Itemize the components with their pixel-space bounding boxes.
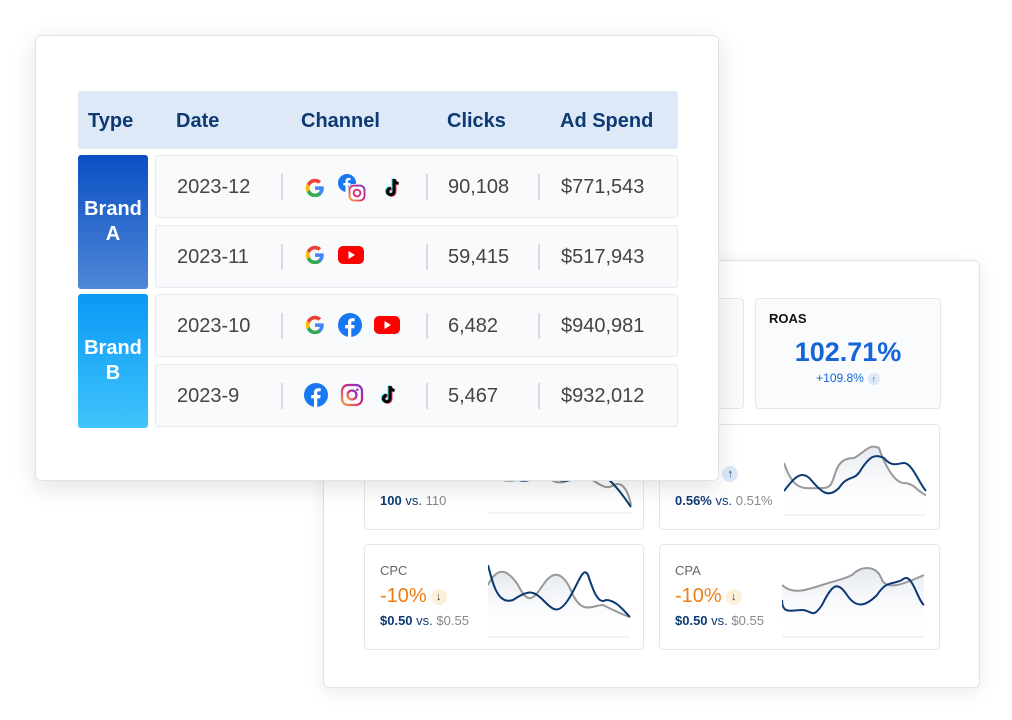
column-divider xyxy=(426,174,428,200)
column-divider xyxy=(426,383,428,409)
cpc-sparkline xyxy=(488,565,631,638)
cpa-value: -10% ↓ xyxy=(675,585,742,608)
column-divider xyxy=(426,244,428,270)
cpc-value: -10% ↓ xyxy=(380,585,447,608)
ad-performance-table-panel: Type Date Channel Clicks Ad Spend Brand A… xyxy=(35,35,719,481)
instagram-icon xyxy=(340,383,364,407)
table-row[interactable]: 2023-11 59,415 $517,943 xyxy=(155,225,678,288)
ad-spend-cell: $940,981 xyxy=(561,315,645,337)
date-cell: 2023-9 xyxy=(177,385,240,407)
column-divider xyxy=(538,174,540,200)
cpa-compare: $0.50 vs. $0.55 xyxy=(675,613,764,628)
arrow-up-icon: ↑ xyxy=(722,465,739,482)
column-divider xyxy=(538,313,540,339)
cpa-card: CPA -10% ↓ $0.50 vs. $0.55 xyxy=(659,544,940,650)
header-clicks: Clicks xyxy=(447,110,506,132)
table-row[interactable]: 2023-9 5,467 $932,012 xyxy=(155,364,678,427)
metric-left-compare: 100 vs. 110 xyxy=(380,493,447,508)
arrow-down-icon: ↓ xyxy=(430,588,447,605)
table-row[interactable]: 2023-12 90,108 $771,543 xyxy=(155,155,678,218)
facebook-icon xyxy=(304,383,328,407)
clicks-cell: 90,108 xyxy=(448,176,510,198)
youtube-icon xyxy=(374,316,400,334)
header-ad-spend: Ad Spend xyxy=(560,110,654,132)
cpa-sparkline xyxy=(782,567,925,638)
table-header: Type Date Channel Clicks Ad Spend xyxy=(78,91,678,149)
clicks-cell: 6,482 xyxy=(448,315,499,337)
roas-change: +109.8% ↑ xyxy=(756,371,940,385)
channel-icons xyxy=(304,174,404,202)
cpa-label: CPA xyxy=(675,563,701,578)
column-divider xyxy=(281,174,283,200)
channel-icons xyxy=(304,313,400,337)
column-divider xyxy=(538,244,540,270)
metric-right-compare: 0.56% vs. 0.51% xyxy=(675,493,773,508)
metric-right-sparkline xyxy=(784,445,927,516)
arrow-up-icon: ↑ xyxy=(867,372,880,385)
brand-b-label: Brand B xyxy=(78,294,148,428)
arrow-down-icon: ↓ xyxy=(725,588,742,605)
column-divider xyxy=(281,244,283,270)
header-date: Date xyxy=(176,110,220,132)
channel-icons xyxy=(304,244,364,266)
column-divider xyxy=(281,313,283,339)
channel-icons xyxy=(304,383,400,407)
header-channel: Channel xyxy=(301,110,380,132)
header-type: Type xyxy=(88,110,134,132)
facebook-instagram-icon xyxy=(338,174,368,202)
ad-spend-cell: $932,012 xyxy=(561,385,645,407)
date-cell: 2023-11 xyxy=(177,246,249,268)
date-cell: 2023-10 xyxy=(177,315,251,337)
roas-card: ROAS 102.71% +109.8% ↑ xyxy=(755,298,941,409)
clicks-cell: 5,467 xyxy=(448,385,499,407)
youtube-icon xyxy=(338,246,364,264)
clicks-cell: 59,415 xyxy=(448,246,510,268)
google-icon xyxy=(305,178,324,198)
ad-spend-cell: $771,543 xyxy=(561,176,645,198)
column-divider xyxy=(426,313,428,339)
column-divider xyxy=(281,383,283,409)
brand-a-label: Brand A xyxy=(78,155,148,289)
cpc-compare: $0.50 vs. $0.55 xyxy=(380,613,469,628)
ad-spend-cell: $517,943 xyxy=(561,246,645,268)
tiktok-icon xyxy=(380,385,395,404)
tiktok-icon xyxy=(384,178,399,197)
roas-label: ROAS xyxy=(769,311,807,326)
facebook-icon xyxy=(338,313,362,337)
date-cell: 2023-12 xyxy=(177,176,251,198)
table-row[interactable]: 2023-10 6,482 $940,981 xyxy=(155,294,678,357)
cpc-label: CPC xyxy=(380,563,408,578)
roas-value: 102.71% xyxy=(794,337,902,367)
cpc-card: CPC -10% ↓ $0.50 vs. $0.55 xyxy=(364,544,644,650)
google-icon xyxy=(305,315,324,335)
column-divider xyxy=(538,383,540,409)
google-icon xyxy=(305,245,324,265)
